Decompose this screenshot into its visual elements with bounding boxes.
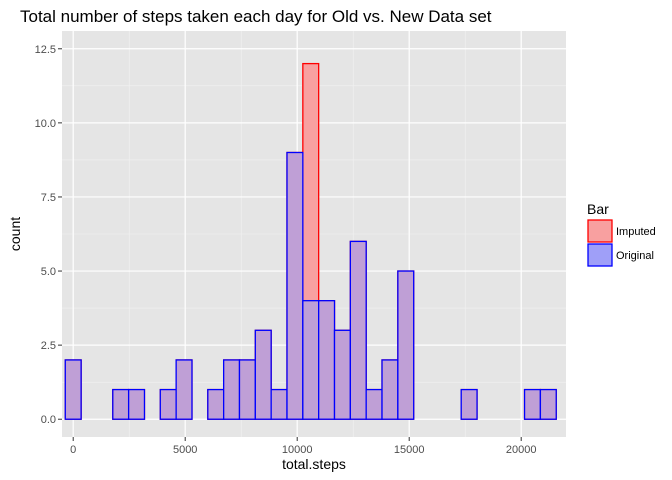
bar-original — [318, 300, 336, 420]
legend-label-original: Original — [616, 250, 654, 262]
x-tick-label: 20000 — [506, 444, 537, 456]
x-tick-label: 5000 — [173, 444, 197, 456]
bar-original — [523, 388, 542, 420]
chart-title: Total number of steps taken each day for… — [20, 7, 492, 26]
legend-key-original — [587, 243, 613, 267]
bar-original — [207, 388, 225, 420]
y-tick-label: 5.0 — [41, 266, 56, 278]
bar-original — [64, 359, 82, 420]
x-tick-label: 10000 — [282, 444, 313, 456]
bar-original — [333, 329, 351, 420]
legend: Bar Imputed Original — [587, 201, 656, 267]
bar-original — [349, 240, 367, 420]
legend-title: Bar — [587, 201, 609, 217]
y-tick-label: 0.0 — [41, 414, 56, 426]
bar-original — [381, 359, 399, 420]
bar-original — [254, 329, 272, 420]
x-tick-label: 0 — [70, 444, 76, 456]
original-bars — [64, 151, 557, 420]
bar-original — [539, 388, 557, 420]
bar-original — [365, 388, 383, 420]
bar-original — [175, 359, 193, 420]
bar-original — [270, 388, 288, 420]
y-axis: 0.0 2.5 5.0 7.5 10.0 12.5 — [35, 44, 62, 426]
y-tick-label: 12.5 — [35, 44, 56, 56]
bar-original — [397, 270, 415, 420]
bar-original — [112, 388, 130, 420]
x-axis-title: total.steps — [282, 456, 346, 472]
legend-label-imputed: Imputed — [616, 226, 656, 238]
bar-original — [286, 151, 304, 420]
bar-original — [222, 359, 241, 420]
y-axis-title: count — [7, 217, 23, 251]
y-tick-label: 7.5 — [41, 192, 56, 204]
y-tick-label: 2.5 — [41, 340, 56, 352]
bar-original — [238, 359, 256, 420]
x-tick-label: 15000 — [394, 444, 425, 456]
legend-key-imputed — [587, 219, 613, 243]
bar-original — [159, 388, 177, 420]
bar-original — [302, 300, 320, 420]
bar-original — [460, 388, 478, 420]
x-axis: 0 5000 10000 15000 20000 — [70, 437, 536, 456]
bar-original — [127, 388, 146, 420]
y-tick-label: 10.0 — [35, 118, 56, 130]
